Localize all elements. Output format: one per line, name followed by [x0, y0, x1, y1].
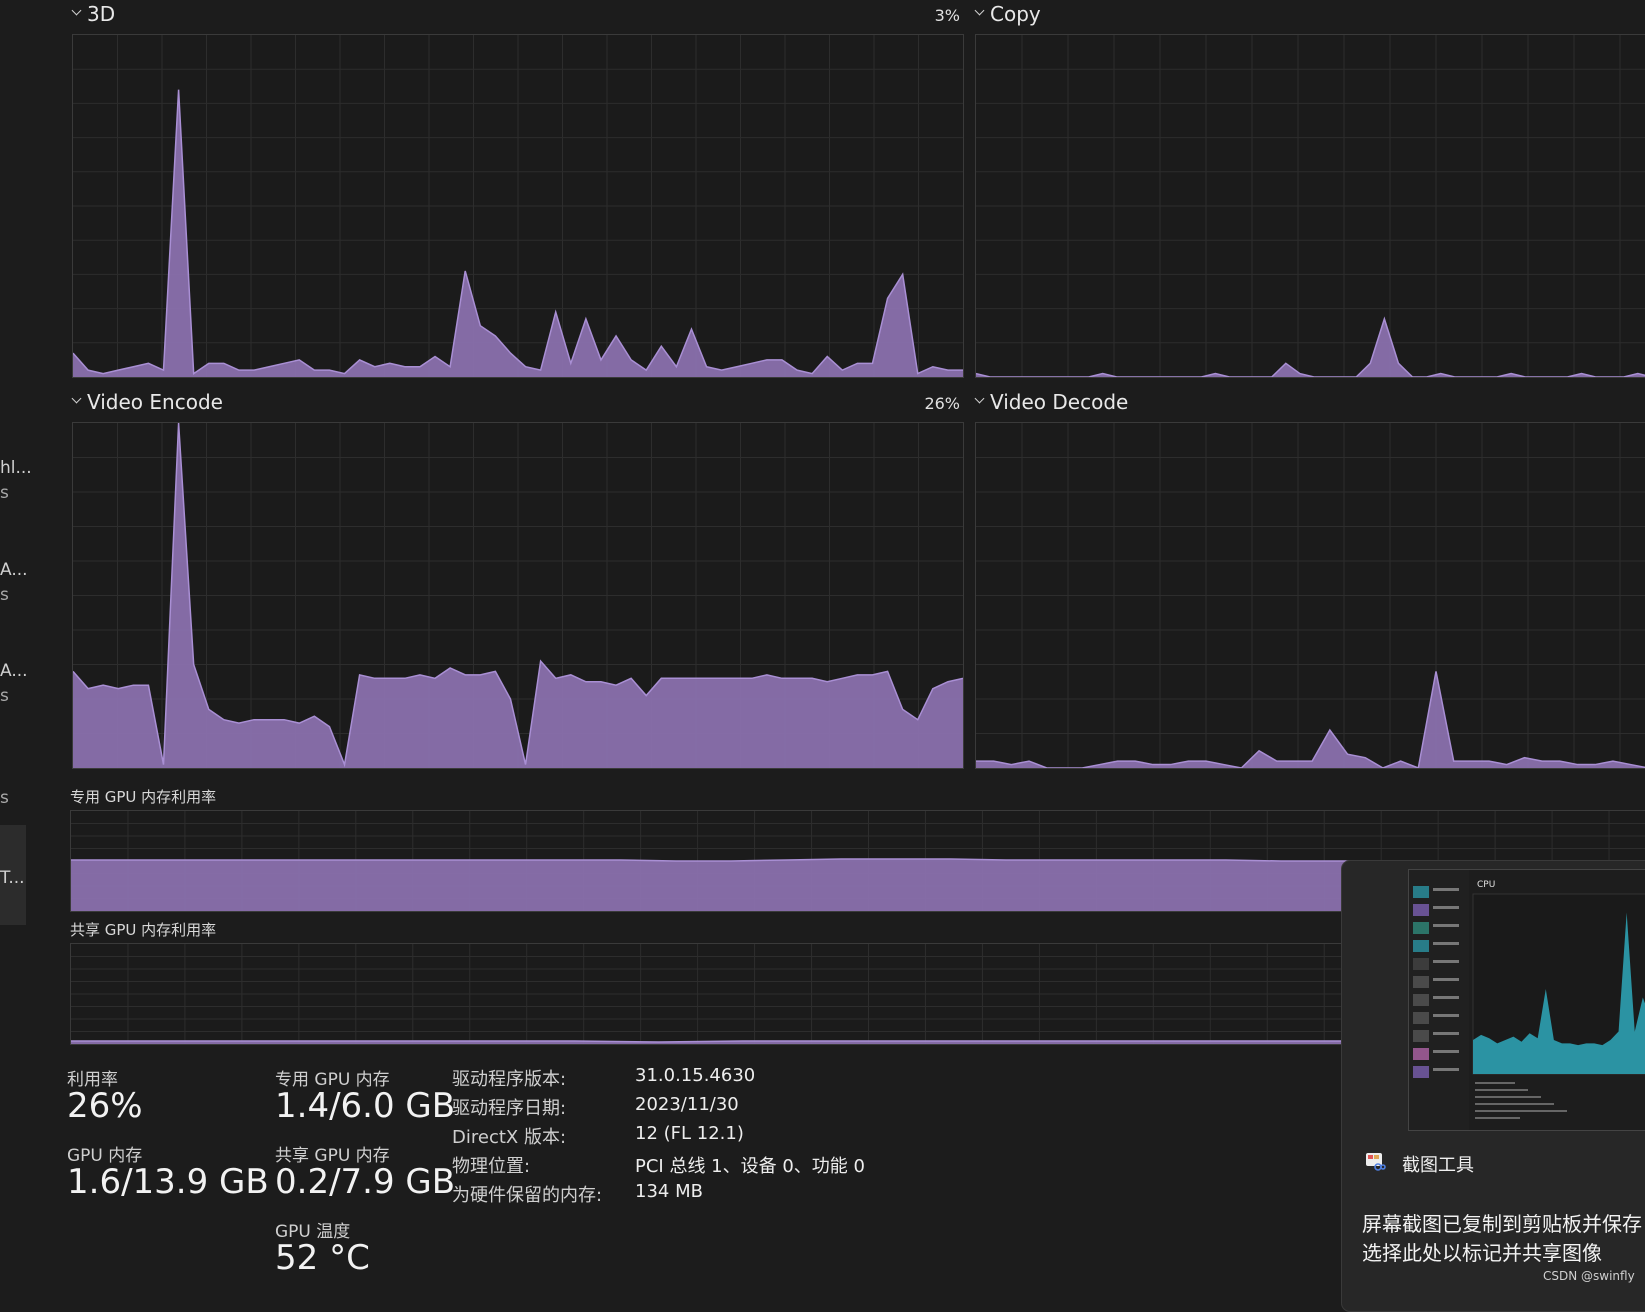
sidebar-item-fragment[interactable]: T... [0, 868, 25, 888]
reserved-memory-label: 为硬件保留的内存: [452, 1185, 603, 1206]
shared-memory-graph-label: 共享 GPU 内存利用率 [70, 921, 217, 939]
directx-value: 12 (FL 12.1) [635, 1123, 744, 1144]
physical-location-label: 物理位置: [452, 1156, 531, 1177]
sidebar-item-fragment[interactable]: s [0, 686, 9, 706]
driver-version-value: 31.0.15.4630 [635, 1065, 756, 1086]
shared-memory-label: 共享 GPU 内存 [275, 1146, 390, 1166]
graph-copy-header[interactable]: Copy [975, 2, 1041, 26]
utilization-label: 利用率 [67, 1070, 118, 1090]
thumbnail-title: CPU [1477, 880, 1496, 890]
utilization-value: 26% [67, 1086, 143, 1126]
graph-copy [975, 34, 1645, 378]
toast-app-name: 截图工具 [1402, 1155, 1474, 1176]
sidebar-item-fragment[interactable]: s [0, 788, 9, 808]
snipping-tool-icon [1366, 1153, 1386, 1171]
physical-location-value: PCI 总线 1、设备 0、功能 0 [635, 1156, 865, 1177]
sidebar-item-fragment[interactable]: hl... [0, 458, 32, 478]
graph-video-decode [975, 422, 1645, 769]
graph-3d [72, 34, 964, 378]
driver-date-value: 2023/11/30 [635, 1094, 739, 1115]
screenshot-thumbnail[interactable]: CPU [1408, 869, 1645, 1131]
graph-3d-title: 3D [87, 2, 116, 26]
graph-copy-title: Copy [990, 2, 1041, 26]
toast-subtext: 选择此处以标记并共享图像 [1362, 1241, 1602, 1265]
sidebar-selected-bg [0, 825, 26, 925]
chevron-down-icon[interactable] [72, 7, 81, 16]
sidebar-item-fragment[interactable]: s [0, 483, 9, 503]
watermark: CSDN @swinfly [1543, 1269, 1635, 1283]
dedicated-memory-graph-label: 专用 GPU 内存利用率 [70, 788, 217, 806]
toast-message: 屏幕截图已复制到剪贴板并保存 [1362, 1212, 1642, 1236]
shared-memory-value: 0.2/7.9 GB [275, 1162, 456, 1202]
directx-label: DirectX 版本: [452, 1127, 567, 1148]
gpu-temp-label: GPU 温度 [275, 1222, 351, 1242]
graph-video-encode-percent: 26% [924, 394, 960, 413]
graph-video-encode [72, 422, 964, 769]
graph-video-encode-title: Video Encode [87, 390, 223, 414]
reserved-memory-value: 134 MB [635, 1181, 703, 1202]
chevron-down-icon[interactable] [975, 395, 984, 404]
chevron-down-icon[interactable] [72, 395, 81, 404]
sidebar-item-fragment[interactable]: s [0, 585, 9, 605]
sidebar-item-fragment[interactable]: A... [0, 661, 28, 681]
sidebar-item-fragment[interactable]: A... [0, 560, 28, 580]
graph-video-decode-header[interactable]: Video Decode [975, 390, 1128, 414]
dedicated-memory-value: 1.4/6.0 GB [275, 1086, 456, 1126]
driver-version-label: 驱动程序版本: [452, 1069, 567, 1090]
gpu-temp-value: 52 °C [275, 1238, 370, 1278]
graph-3d-percent: 3% [934, 6, 960, 25]
driver-date-label: 驱动程序日期: [452, 1098, 567, 1119]
graph-3d-header[interactable]: 3D [72, 2, 115, 26]
graph-video-encode-header[interactable]: Video Encode [72, 390, 223, 414]
chevron-down-icon[interactable] [975, 7, 984, 16]
dedicated-memory-label: 专用 GPU 内存 [275, 1070, 390, 1090]
gpu-memory-value: 1.6/13.9 GB [67, 1162, 269, 1202]
snipping-tool-toast[interactable]: CPU 截图工具 屏幕截图已复制到剪贴板并保存 选择此处以标记并共享图像 [1341, 860, 1645, 1312]
graph-video-decode-title: Video Decode [990, 390, 1129, 414]
gpu-memory-label: GPU 内存 [67, 1146, 143, 1166]
